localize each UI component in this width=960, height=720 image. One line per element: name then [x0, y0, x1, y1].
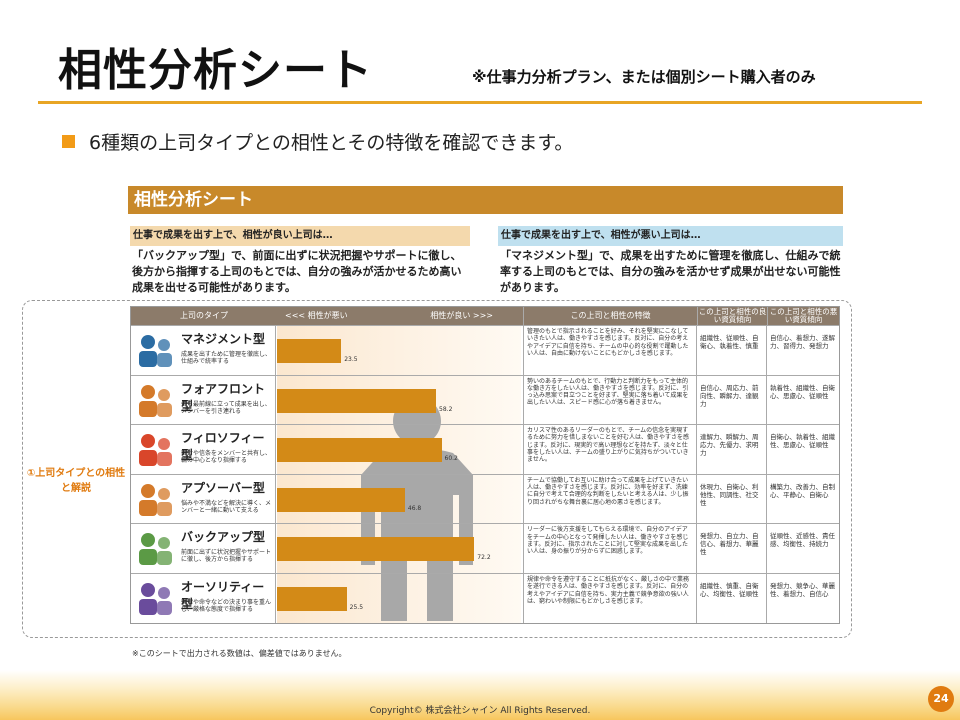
management-chart-icon [134, 330, 176, 370]
col-header-type: 上司のタイプ [131, 307, 277, 325]
type-name: バックアップ型 [181, 530, 266, 545]
compatibility-bar [277, 438, 442, 463]
type-description: 前面に出ずに状況把握やサポートに徹し、後方から指揮する [181, 549, 272, 564]
type-cell: フィロソフィー型 指針や信条をメンバーと共有し、輪の中心となり指揮する [131, 425, 276, 475]
col-header-good-qualities: この上司と相性の良い資質傾向 [697, 307, 767, 325]
boss-type-table: 上司のタイプ <<< 相性が悪い 相性が良い >>> この上司と相性の特徴 この… [130, 306, 840, 624]
crowd-icon [134, 578, 176, 618]
page-number: 24 [928, 686, 954, 712]
copyright: Copyright© 株式会社シャイン All Rights Reserved. [369, 706, 591, 716]
type-name: マネジメント型 [181, 332, 266, 346]
type-description: 成果を出すために管理を徹底し、仕組みで統率する [181, 351, 272, 365]
bad-boss-text: 「マネジメント型」で、成果を出すために管理を徹底し、仕組みで統率する上司のもとで… [500, 249, 841, 294]
bar-value-label: 46.8 [407, 504, 422, 512]
table-row: バックアップ型 前面に出ずに状況把握やサポートに徹し、後方から指揮する リーダーに後… [131, 523, 839, 574]
good-qualities-cell: 組織性、従順性、自衛心、執着性、慎重 [697, 326, 767, 375]
bad-qualities-cell: 自信心、着想力、遂解力、習得力、発想力 [770, 334, 835, 350]
bar-value-label: 72.2 [477, 554, 491, 562]
type-cell: オーソリティー型 規律や命令などの決まり事を重んじ、厳格な態度で指揮する [131, 574, 276, 623]
purchase-note: ※仕事力分析プラン、または個別シート購入者のみ [472, 68, 816, 86]
bar-value-label: 25.5 [349, 604, 364, 611]
type-description: 規律や命令などの決まり事を重んじ、厳格な態度で指揮する [181, 599, 272, 613]
compatibility-sheet: 相性分析シート 仕事で成果を出す上で、相性が良い上司は… 「バックアップ型」で、… [128, 186, 843, 658]
title-rule [38, 101, 922, 104]
compatibility-bar [277, 537, 475, 562]
type-description: 指針や信条をメンバーと共有し、輪の中心となり指揮する [181, 450, 272, 465]
type-description: 自ら最前線に立って成果を出し、メンバーを引き連れる [181, 400, 271, 415]
bar-value-label: 58.2 [439, 405, 453, 413]
type-name: フィロソフィー型 [181, 431, 265, 463]
compatibility-bar [277, 388, 437, 413]
person-pair-icon [134, 528, 176, 568]
chat-faces-icon [134, 479, 176, 519]
type-name: フォアフロント型 [181, 381, 266, 413]
bad-boss-heading: 仕事で成果を出す上で、相性が悪い上司は… [498, 226, 843, 246]
table-row: オーソリティー型 規律や命令などの決まり事を重んじ、厳格な態度で指揮する 規律や命令… [131, 573, 839, 623]
type-description: 悩みや不満などを解決に導く、メンバーと一緒に動いて支える [181, 499, 272, 514]
table-row: マネジメント型 成果を出すために管理を徹底し、仕組みで統率する 管理のもとで指示され… [131, 325, 839, 375]
features-cell: 勢いのあるチームのもとで、行動力と判断力をもって主体的な働き方をしたい人は、働き… [523, 375, 697, 425]
highlight-frame [22, 300, 852, 638]
flame-icon [134, 429, 176, 469]
compatibility-bar [277, 339, 342, 363]
table-row: フィロソフィー型 指針や信条をメンバーと共有し、輪の中心となり指揮する カリスマ性の… [131, 424, 839, 475]
sheet-footnote: ※このシートで出力される数値は、偏差値ではありません。 [132, 649, 347, 658]
bullet-item: 6種類の上司タイプとの相性とその特徴を確認できます。 [62, 128, 573, 155]
good-qualities-cell: 発想力、自立力、自信心、着想力、華麗性 [697, 524, 767, 574]
bad-qualities-cell: 構築力、改善力、自制心、平静心、自衛心 [770, 482, 835, 499]
type-name: アプソーバー型 [181, 480, 265, 495]
features-cell: 規律や命令を遵守することに抵抗がなく、厳しさの中で業務を遂行できる人は、働きやす… [523, 574, 697, 623]
good-boss-heading: 仕事で成果を出す上で、相性が良い上司は… [130, 226, 470, 246]
bar-value-label: 60.2 [444, 455, 458, 463]
slide-title: 相性分析シート [58, 45, 373, 96]
features-cell: 管理のもとで指示されることを好み、それを堅実にこなしていきたい人は、働きやすさを… [523, 326, 697, 375]
callout-label: ①上司タイプとの相性と解説 [26, 468, 126, 494]
people-group-icon [134, 380, 176, 420]
bullet-text: 6種類の上司タイプとの相性とその特徴を確認できます。 [89, 132, 574, 154]
good-qualities-cell: 自信心、周応力、前向性、瞬解力、達観力 [697, 375, 767, 425]
bad-qualities-cell: 発想力、競争心、華麗性、着想力、自信心 [770, 582, 835, 598]
good-qualities-cell: 達解力、瞬解力、周応力、先優力、求明力 [697, 425, 767, 475]
table-row: フォアフロント型 自ら最前線に立って成果を出し、メンバーを引き連れる 勢いのあるチー… [131, 374, 839, 425]
bad-qualities-cell: 従順性、近感性、責任感、均衡性、持続力 [770, 532, 835, 549]
type-cell: マネジメント型 成果を出すために管理を徹底し、仕組みで統率する [131, 326, 276, 375]
table-row: アプソーバー型 悩みや不満などを解決に導く、メンバーと一緒に動いて支える チームで協… [131, 473, 839, 524]
col-header-features: この上司と相性の特徴 [523, 307, 697, 325]
bad-qualities-cell: 自衛心、執着性、組織性、思慮心、従順性 [770, 433, 835, 450]
good-boss-text: 「バックアップ型」で、前面に出ずに状況把握やサポートに徹し、後方から指揮する上司… [132, 249, 462, 294]
good-qualities-cell: 組織性、慎重、自衛心、均衡性、従順性 [697, 574, 767, 623]
col-header-bad-qualities: この上司と相性の悪い資質傾向 [767, 307, 839, 325]
good-qualities-cell: 休現力、自衛心、利他性、同調性、社交性 [697, 474, 767, 524]
type-cell: フォアフロント型 自ら最前線に立って成果を出し、メンバーを引き連れる [131, 375, 276, 425]
col-header-good-side: 相性が良い >>> [399, 307, 523, 325]
features-cell: カリスマ性のあるリーダーのもとで、チームの信念を実現するために努力を惜しまないこ… [523, 425, 697, 475]
footer-band [0, 670, 960, 720]
bad-qualities-cell: 執着性、組織性、自衛心、思慮心、従順性 [770, 383, 835, 400]
features-cell: チームで協働してお互いに助け合って成果を上げていきたい人は、働きやすさを感じます… [523, 474, 697, 524]
bar-value-label: 23.5 [344, 356, 358, 363]
compatibility-bar [277, 587, 347, 611]
col-header-bad-side: <<< 相性が悪い [277, 307, 399, 325]
bullet-square-icon [62, 135, 75, 148]
type-cell: アプソーバー型 悩みや不満などを解決に導く、メンバーと一緒に動いて支える [131, 474, 276, 524]
type-cell: バックアップ型 前面に出ずに状況把握やサポートに徹し、後方から指揮する [131, 524, 276, 574]
compatibility-bar [277, 487, 405, 512]
type-name: オーソリティー型 [181, 580, 265, 611]
sheet-header: 相性分析シート [128, 186, 843, 214]
features-cell: リーダーに後方支援をしてもらえる環境で、自分のアイデアをチームの中心となって発揮… [523, 524, 697, 574]
